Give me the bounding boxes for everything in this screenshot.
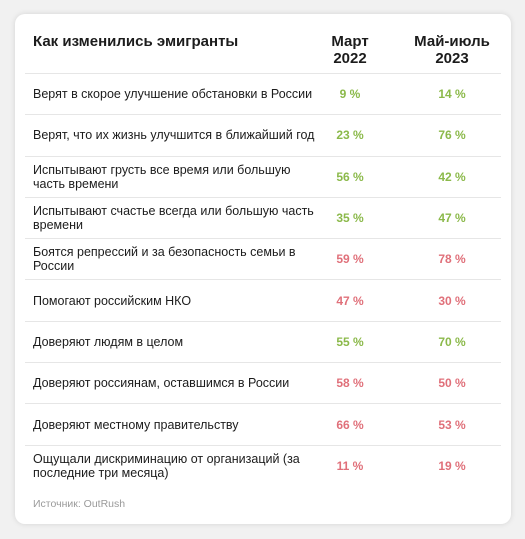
- table-card: Как изменились эмигранты Март 2022 Май-и…: [15, 14, 511, 524]
- table-header: Как изменились эмигранты Март 2022 Май-и…: [15, 14, 511, 74]
- row-label: Боятся репрессий и за безопасность семьи…: [33, 245, 296, 274]
- table-row: Верят в скорое улучшение обстановки в Ро…: [25, 73, 501, 114]
- column-header-march-2022: Март 2022: [320, 33, 380, 67]
- table-body: Верят в скорое улучшение обстановки в Ро…: [25, 73, 501, 486]
- row-label: Доверяют людям в целом: [33, 334, 184, 349]
- value-march-2022: 11 %: [336, 458, 364, 473]
- row-label: Ощущали дискриминацию от организаций (за…: [33, 451, 300, 480]
- row-label: Доверяют местному правительству: [33, 417, 239, 432]
- source-note: Источник: OutRush: [33, 498, 126, 510]
- row-label: Доверяют россиянам, оставшимся в России: [33, 376, 290, 391]
- column-header-line: 2023: [435, 50, 469, 67]
- table-row: Испытывают грусть все время или большую …: [25, 155, 501, 197]
- value-may-july-2023: 47 %: [438, 211, 466, 226]
- column-header-line: Май-июль: [414, 33, 490, 50]
- table-row: Испытывают счастье всегда или большую ча…: [25, 196, 501, 238]
- value-may-july-2023: 42 %: [438, 169, 466, 184]
- value-march-2022: 55 %: [336, 334, 364, 349]
- row-label: Испытывают грусть все время или большую …: [33, 162, 291, 191]
- table-row: Доверяют местному правительству 66 % 53 …: [25, 403, 501, 444]
- table-row: Боятся репрессий и за безопасность семьи…: [25, 238, 501, 279]
- value-may-july-2023: 78 %: [438, 252, 466, 267]
- value-march-2022: 35 %: [336, 211, 364, 226]
- value-may-july-2023: 76 %: [438, 128, 466, 143]
- row-label: Испытывают счастье всегда или большую ча…: [33, 204, 314, 233]
- value-march-2022: 9 %: [339, 87, 361, 102]
- row-label: Верят, что их жизнь улучшится в ближайши…: [33, 128, 315, 143]
- value-march-2022: 66 %: [336, 417, 364, 432]
- value-march-2022: 56 %: [336, 169, 364, 184]
- column-header-may-july-2023: Май-июль 2023: [407, 33, 497, 67]
- value-march-2022: 59 %: [336, 252, 364, 267]
- value-march-2022: 23 %: [336, 128, 364, 143]
- value-may-july-2023: 19 %: [438, 458, 466, 473]
- row-label: Помогают российским НКО: [33, 293, 192, 308]
- table-row: Верят, что их жизнь улучшится в ближайши…: [25, 114, 501, 155]
- value-may-july-2023: 50 %: [438, 376, 466, 391]
- row-label: Верят в скорое улучшение обстановки в Ро…: [33, 87, 313, 102]
- table-row: Помогают российским НКО 47 % 30 %: [25, 279, 501, 320]
- table-row: Доверяют россиянам, оставшимся в России …: [25, 362, 501, 403]
- column-header-line: 2022: [333, 50, 367, 67]
- table-title: Как изменились эмигранты: [33, 33, 239, 50]
- value-march-2022: 58 %: [336, 376, 364, 391]
- value-march-2022: 47 %: [336, 293, 364, 308]
- value-may-july-2023: 30 %: [438, 293, 466, 308]
- value-may-july-2023: 14 %: [438, 87, 466, 102]
- table-row: Доверяют людям в целом 55 % 70 %: [25, 320, 501, 362]
- value-may-july-2023: 70 %: [438, 334, 466, 349]
- column-header-line: Март: [331, 33, 369, 50]
- table-row: Ощущали дискриминацию от организаций (за…: [25, 444, 501, 486]
- value-may-july-2023: 53 %: [438, 417, 466, 432]
